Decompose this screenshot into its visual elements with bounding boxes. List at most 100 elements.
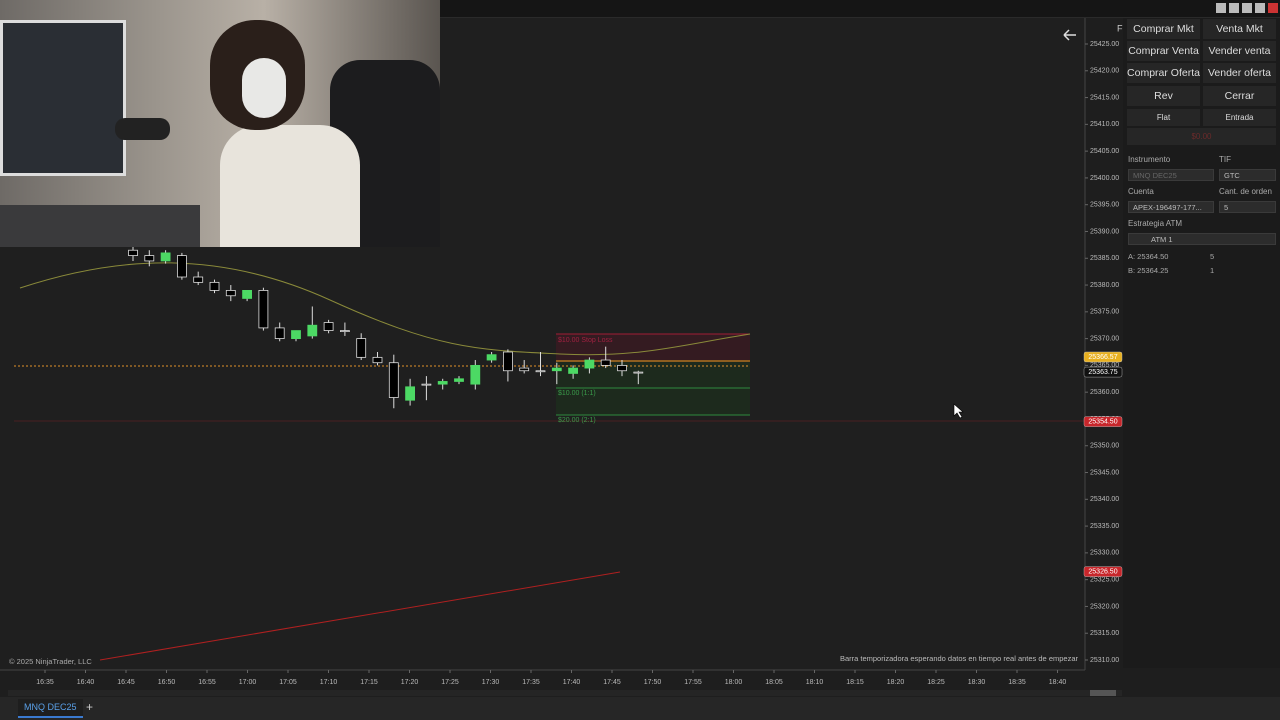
close-button[interactable] (1268, 3, 1278, 13)
order-button[interactable]: Venta Mkt (1203, 19, 1276, 39)
time-tick-label: 18:10 (806, 679, 824, 686)
bid-size: 1 (1210, 266, 1215, 275)
chart-marker: F (1117, 23, 1123, 33)
account-select[interactable]: APEX-196497-177... (1128, 201, 1214, 213)
time-tick-label: 17:35 (522, 679, 540, 686)
candle-body (307, 324, 318, 337)
candle-body (486, 354, 497, 361)
candle-body (568, 367, 578, 374)
candle-body (291, 330, 301, 340)
candle-body (258, 289, 269, 329)
price-tag (1083, 351, 1123, 363)
entry-price: Entrada (1203, 109, 1276, 126)
price-tick-label: 25315.00 (1090, 630, 1119, 637)
price-tag-label: 25326.50 (1088, 568, 1117, 575)
candle-body (437, 381, 448, 385)
candle-body (470, 364, 481, 385)
jersey (220, 125, 360, 247)
order-button[interactable]: Rev (1127, 86, 1200, 106)
time-tick-label: 16:50 (158, 679, 176, 686)
price-tick-label: 25385.00 (1090, 255, 1119, 262)
candle-body (454, 378, 464, 382)
price-tick-label: 25310.00 (1090, 657, 1119, 664)
time-tick-label: 16:40 (77, 679, 95, 686)
time-tick-label: 18:20 (887, 679, 905, 686)
title-bar (440, 0, 1280, 18)
time-tick-label: 18:15 (846, 679, 864, 686)
time-tick-label: 18:00 (725, 679, 743, 686)
scroll-thumb[interactable] (1090, 690, 1116, 696)
candle-body (633, 371, 644, 374)
price-tick-label: 25320.00 (1090, 603, 1119, 610)
price-tag-label: 25363.75 (1088, 369, 1117, 376)
desk (0, 205, 200, 247)
tif-select[interactable]: GTC (1219, 169, 1276, 181)
candle-body (339, 330, 350, 332)
candle-body (242, 289, 253, 299)
candle-body (323, 322, 334, 331)
copyright: © 2025 NinjaTrader, LLC (9, 657, 92, 666)
target-label: $20.00 (2:1) (558, 417, 596, 424)
price-tick-label: 25330.00 (1090, 550, 1119, 557)
status-text: Barra temporizadora esperando datos en t… (840, 654, 1079, 663)
price-tick-label: 25365.00 (1090, 362, 1119, 369)
price-tag (1083, 366, 1123, 378)
order-button[interactable]: Comprar Mkt (1127, 19, 1200, 39)
monitor (0, 20, 126, 176)
price-tag (1083, 566, 1123, 577)
mouse-cursor (953, 403, 964, 419)
order-button[interactable]: Comprar Venta (1127, 41, 1200, 61)
time-tick-label: 18:35 (1008, 679, 1026, 686)
restore-button[interactable] (1255, 3, 1265, 13)
candle-body (551, 367, 562, 372)
back-arrow[interactable] (1063, 29, 1076, 41)
quantity-input[interactable]: 5 (1219, 201, 1276, 213)
pnl: $0.00 (1127, 128, 1276, 145)
price-tick-label: 25410.00 (1090, 121, 1119, 128)
candle-body (617, 364, 627, 372)
time-tick-label: 17:00 (239, 679, 257, 686)
add-tab[interactable]: + (86, 700, 94, 714)
window-button[interactable] (1216, 3, 1226, 13)
order-button[interactable]: Vender oferta (1203, 63, 1276, 83)
price-tick-label: 25420.00 (1090, 68, 1119, 75)
price-tick-label: 25370.00 (1090, 335, 1119, 342)
target-label: $10.00 (1:1) (558, 390, 596, 397)
position-status: Flat (1127, 109, 1200, 126)
time-tick-label: 16:35 (36, 679, 54, 686)
order-button[interactable]: Comprar Oferta (1127, 63, 1200, 83)
candle-body (193, 276, 204, 283)
minimize-button[interactable] (1242, 3, 1252, 13)
label: Cant. de orden (1219, 187, 1272, 196)
instrument-select[interactable]: MNQ DEC25 (1128, 169, 1214, 181)
time-tick-label: 17:30 (482, 679, 500, 686)
candle-body (535, 370, 546, 373)
candle-body (225, 289, 236, 297)
price-tick-label: 25335.00 (1090, 523, 1119, 530)
scrollbar[interactable] (8, 690, 1122, 696)
candle-body (421, 383, 432, 386)
atm-select[interactable]: ATM 1 (1128, 233, 1276, 245)
chart-tab[interactable]: MNQ DEC25 (18, 699, 83, 718)
time-tick-label: 17:20 (401, 679, 419, 686)
label: Estrategia ATM (1128, 219, 1183, 228)
stop-label: $10.00 Stop Loss (558, 337, 613, 344)
candle-body (128, 249, 138, 256)
price-tick-label: 25345.00 (1090, 469, 1119, 476)
bid: B: 25364.25 (1128, 266, 1169, 275)
time-tick-label: 18:30 (968, 679, 986, 686)
time-tick-label: 17:50 (644, 679, 662, 686)
order-button[interactable]: Cerrar (1203, 86, 1276, 106)
time-tick-label: 17:10 (320, 679, 338, 686)
time-tick-label: 17:55 (684, 679, 702, 686)
webcam-overlay (0, 0, 440, 247)
window-button[interactable] (1229, 3, 1239, 13)
price-tag (1083, 416, 1123, 427)
price-tag-label: 25354.50 (1088, 418, 1117, 425)
order-panel: Comprar Mkt Venta Mkt Comprar Venta Vend… (1123, 18, 1280, 668)
time-tick-label: 17:40 (563, 679, 581, 686)
order-button[interactable]: Vender venta (1203, 41, 1276, 61)
price-tag-label: 25366.57 (1088, 354, 1117, 361)
candle-body (209, 281, 220, 291)
